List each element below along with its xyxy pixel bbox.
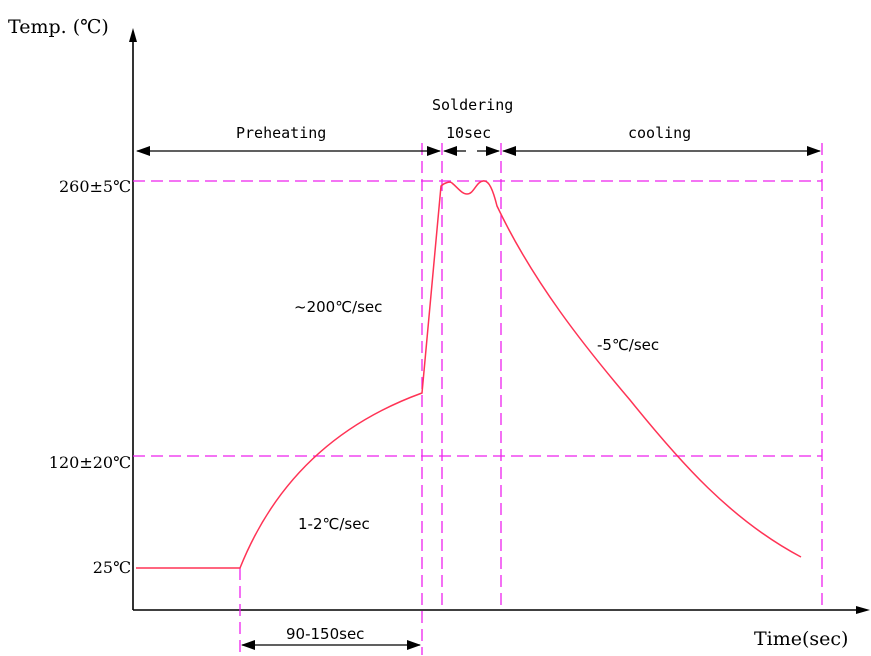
x-axis-label: Time(sec) [754,628,848,650]
peak-temp-label: 260±5℃ [59,177,131,196]
ambient-temp-label: 25℃ [93,558,131,577]
soldering-duration-label: 10sec [446,124,491,142]
preheating-label: Preheating [236,124,326,142]
preheat-rate-label: 1-2℃/sec [298,515,370,533]
cool-rate-label: -5℃/sec [597,336,659,354]
cooling-label: cooling [628,124,691,142]
y-axis-label: Temp. (℃) [8,16,109,38]
preheat-window-label: 90-150sec [286,625,364,643]
dimension-arrows [136,146,821,650]
soldering-label: Soldering [432,96,513,114]
preheat-temp-label: 120±20℃ [49,453,131,472]
x-axis-arrow-icon [856,606,870,614]
axes [129,28,870,614]
y-axis-arrow-icon [129,28,137,42]
guide-lines [133,143,823,655]
ramp-rate-label: ~200℃/sec [294,298,382,316]
temperature-profile-curve [136,180,802,569]
